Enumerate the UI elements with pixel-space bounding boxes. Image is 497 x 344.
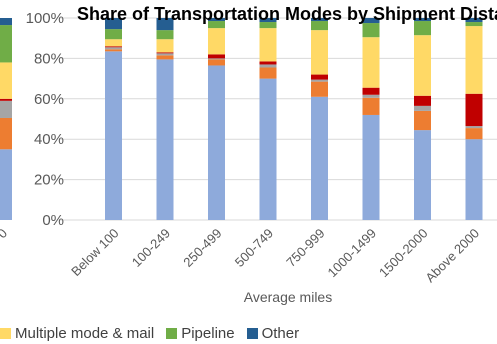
bar-segment [156,52,174,54]
x-tick-label: Above 2000 [422,226,482,286]
bars [0,18,483,220]
bar-segment [105,18,122,30]
bar-segment [465,93,483,127]
bar-segment [362,37,380,88]
bar-segment [105,47,122,50]
bar-segment [465,139,483,220]
y-tick-label: 40% [34,131,64,148]
legend-label: Other [261,324,300,342]
bar-segment [259,67,277,79]
partial-bar-segment [0,98,12,101]
partial-bar-segment [0,18,12,26]
legend-swatch [246,327,258,339]
bar-segment [259,28,277,62]
x-tick-label: 250-499 [180,226,224,270]
bar-segment [465,18,483,23]
legend-swatch [0,327,11,339]
legend-swatch [166,327,178,339]
bar-segment [414,110,431,131]
x-tick-label: Below 100 [68,226,122,280]
bar-segment [311,79,328,82]
bar-segment [414,130,431,220]
bar-segment [259,61,277,65]
bar-segment [156,59,174,220]
bar-segment [208,18,225,22]
x-axis-title: Average miles [244,289,332,305]
legend: Multiple mode & mail Pipeline Other [0,323,311,343]
x-tick-label: 100-249 [129,226,173,270]
y-tick-label: 80% [34,50,64,67]
y-tick-label: 20% [34,172,64,189]
bar-segment [311,30,328,75]
bar-segment [259,64,277,68]
bar-segment [208,54,225,59]
gridlines [60,17,497,221]
bar-segment [156,18,174,31]
chart-title: Share of Transportation Modes by Shipmen… [77,4,497,24]
y-tick-label: 0% [42,212,64,229]
bar-segment [105,46,122,48]
bar-segment [156,53,174,56]
legend-label: Multiple mode & mail [15,324,155,342]
x-tick-label: 500-749 [232,226,276,270]
y-tick-label: 100% [26,10,64,27]
partial-bar-segment [0,117,12,150]
bar-segment [414,95,431,106]
bar-segment [156,30,174,40]
x-axis-ticks: Below 100 100-249 250-499 500-749 750-999100… [0,226,482,286]
bar-segment [105,39,122,47]
bar-segment [259,22,277,29]
bar-segment [208,65,225,220]
bar-segment [414,21,431,36]
bar-segment [311,96,328,220]
bar-segment [208,28,225,55]
x-tick-label: 750-999 [283,226,327,270]
bar-segment [362,23,380,38]
legend-label: Pipeline [181,324,235,342]
partial-bar-segment [0,62,12,99]
legend-item: Other [246,324,300,342]
bar-segment [414,18,431,22]
bar-segment [465,26,483,94]
bar-segment [105,29,122,40]
y-tick-label: 60% [34,91,64,108]
x-tick-label: 1000-1499 [325,226,380,281]
legend-item: Pipeline [166,324,235,342]
x-tick-label-partial: 0 [0,226,10,242]
bar-segment [156,55,174,60]
bar-segment [362,87,380,95]
bar-segment [105,51,122,220]
bar-segment [105,49,122,52]
partial-bar-segment [0,149,12,220]
bar-segment [465,128,483,140]
partial-bar-segment [0,25,12,63]
bar-segment [465,126,483,129]
bar-segment [208,58,225,60]
bar-segment [208,59,225,66]
x-tick-label: 1500-2000 [376,226,431,281]
bar-segment [156,39,174,53]
bar-segment [414,105,431,111]
partial-bar-segment [0,100,12,118]
bar-segment [311,74,328,80]
legend-item: Multiple mode & mail [0,325,154,342]
bar-segment [465,22,483,27]
stacked-bar-chart: 0% 20% 40% 60% 80% 100% Below 100 100-249 250-4… [0,4,497,305]
bar-segment [414,35,431,96]
bar-segment [208,21,225,29]
bar-segment [311,18,328,22]
y-axis-ticks: 0% 20% 40% 60% 80% 100% [26,10,64,229]
bar-segment [362,94,380,98]
bar-segment [259,18,277,23]
bar-segment [362,114,380,220]
bar-segment [259,78,277,220]
bar-segment [311,81,328,97]
bar-segment [362,18,380,24]
bar-segment [311,21,328,31]
bar-segment [362,97,380,115]
